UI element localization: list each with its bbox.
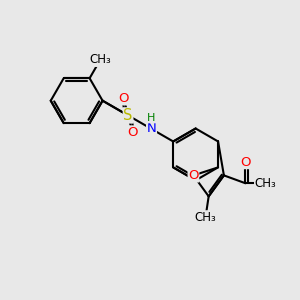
- Text: CH₃: CH₃: [195, 211, 216, 224]
- Text: N: N: [147, 122, 156, 135]
- Text: O: O: [118, 92, 129, 105]
- Text: CH₃: CH₃: [255, 177, 276, 190]
- Text: H: H: [147, 113, 156, 123]
- Text: O: O: [127, 126, 138, 139]
- Text: O: O: [188, 169, 199, 182]
- Text: S: S: [123, 108, 133, 123]
- Text: O: O: [240, 156, 251, 169]
- Text: CH₃: CH₃: [89, 53, 111, 66]
